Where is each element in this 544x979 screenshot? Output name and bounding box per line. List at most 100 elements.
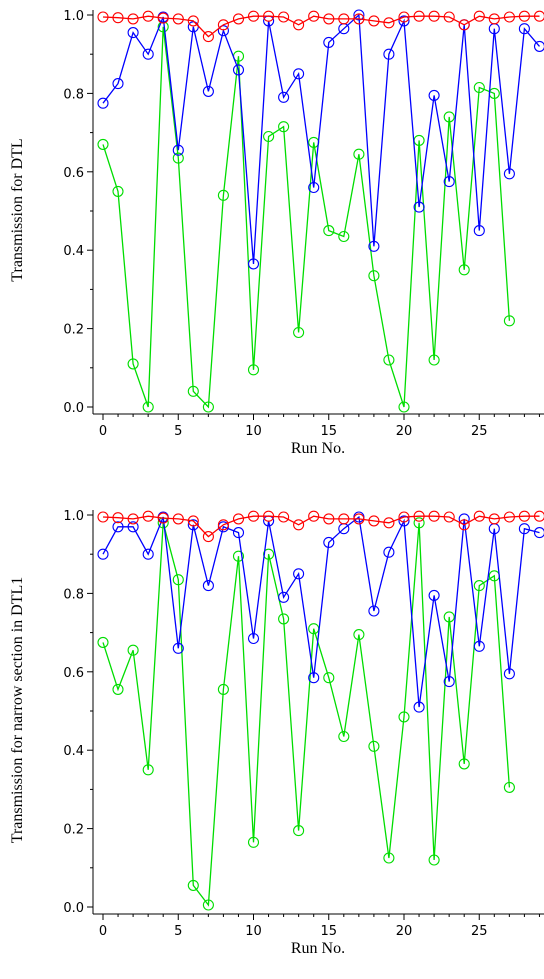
y-tick-label: 0.4 (63, 744, 84, 759)
data-point (112, 12, 124, 24)
data-point (142, 548, 154, 560)
data-point (202, 531, 214, 543)
data-point (368, 605, 380, 617)
series-2 (97, 21, 515, 413)
data-point (323, 225, 335, 237)
data-point (443, 176, 455, 188)
data-point (413, 201, 425, 213)
data-point (293, 19, 305, 31)
data-point (293, 568, 305, 580)
data-point (232, 550, 245, 562)
series-line (102, 515, 540, 538)
series-line (102, 15, 540, 38)
data-point (533, 40, 544, 52)
data-point (443, 611, 455, 623)
x-tick-label: 0 (99, 424, 107, 439)
data-point (308, 672, 320, 684)
data-point (443, 676, 455, 688)
data-point (278, 91, 290, 103)
data-point (353, 13, 365, 25)
data-point (353, 513, 365, 525)
data-point (368, 270, 380, 282)
data-point (127, 521, 139, 533)
data-point (428, 854, 440, 866)
data-point (232, 64, 245, 76)
data-point (202, 580, 214, 592)
data-point (142, 48, 154, 60)
data-point (293, 825, 305, 837)
y-tick-label: 0.6 (63, 666, 84, 681)
y-tick-label: 0.8 (63, 587, 84, 602)
x-tick-label: 0 (99, 924, 107, 939)
data-point (428, 10, 440, 22)
chart-dtl-transmission: 0.0 0.2 0.4 0.6 0.8 1.0 0 5 10 15 20 25 Run No. Trans… (9, 9, 544, 457)
data-point (187, 515, 199, 527)
data-point (533, 10, 544, 22)
data-point (398, 401, 410, 413)
data-point (97, 97, 109, 109)
series-2 (97, 517, 515, 911)
data-point (172, 152, 184, 164)
data-point (473, 225, 485, 237)
y-tick-label: 0.2 (63, 823, 84, 838)
data-point (458, 19, 470, 31)
data-point (187, 385, 199, 397)
data-point (217, 519, 229, 531)
series-1 (97, 9, 544, 270)
data-point (172, 642, 184, 654)
data-point (503, 168, 515, 180)
data-point (278, 121, 290, 133)
series-line (102, 13, 540, 264)
data-point (368, 15, 380, 27)
data-point (428, 589, 440, 601)
data-point (172, 574, 184, 586)
data-point (247, 836, 260, 848)
data-point (247, 632, 260, 645)
data-point (187, 15, 199, 27)
data-point (518, 23, 530, 35)
data-point (368, 740, 380, 752)
data-point (383, 852, 395, 864)
data-point (338, 730, 350, 743)
data-point (293, 326, 305, 339)
data-point (338, 513, 350, 525)
data-point (308, 510, 320, 522)
data-point (97, 548, 109, 560)
x-tick-label: 5 (174, 924, 182, 939)
data-point (323, 513, 335, 525)
data-point (278, 591, 290, 603)
y-tick-label: 0.2 (63, 323, 84, 338)
chart-narrow-section-transmission: 0.0 0.2 0.4 0.6 0.8 1.0 0 5 10 15 20 25 Run No. Trans… (9, 509, 544, 957)
data-point (232, 513, 245, 525)
data-point (473, 580, 485, 592)
data-point (473, 510, 485, 522)
data-point (247, 258, 260, 270)
data-point (503, 511, 515, 523)
data-point (263, 510, 275, 522)
data-point (142, 510, 154, 522)
data-point (428, 354, 440, 366)
data-point (503, 781, 515, 793)
data-point (413, 517, 425, 529)
data-point (323, 536, 335, 548)
data-point (202, 85, 214, 97)
data-point (217, 19, 229, 31)
data-point (278, 613, 290, 625)
data-point (323, 672, 335, 684)
series-line (102, 26, 511, 409)
x-tick-label: 20 (396, 424, 413, 439)
data-point (247, 364, 260, 376)
data-point (473, 81, 485, 94)
data-point (127, 27, 139, 39)
y-tick-label: 1.0 (63, 509, 84, 524)
data-point (172, 513, 184, 525)
data-point (503, 315, 515, 327)
data-point (293, 519, 305, 531)
data-point (413, 10, 425, 22)
data-point (443, 11, 455, 23)
data-point (157, 12, 169, 24)
data-point (323, 36, 335, 48)
data-point (398, 515, 410, 527)
data-point (398, 11, 410, 23)
